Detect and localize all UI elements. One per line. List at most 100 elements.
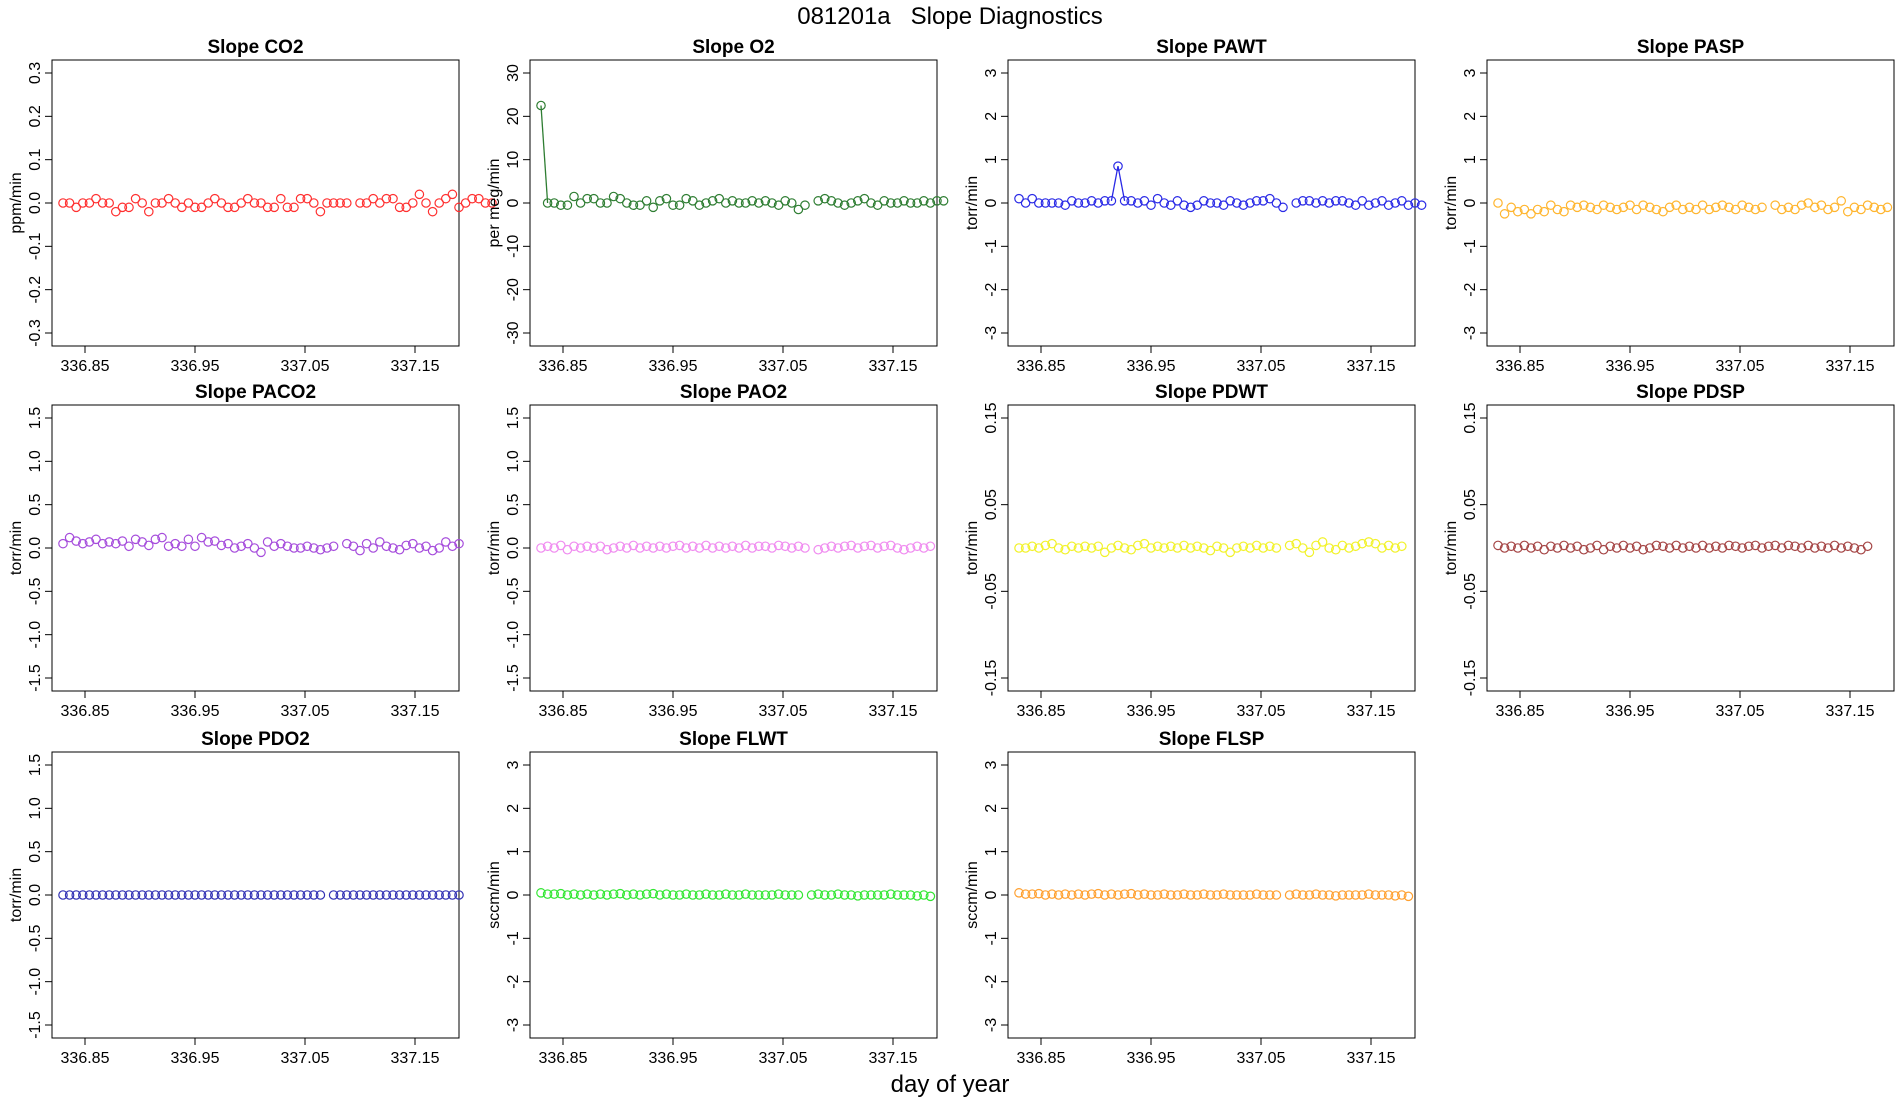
- data-point: [635, 200, 645, 210]
- data-point: [1284, 540, 1295, 551]
- y-tick-label: 0.5: [27, 493, 44, 515]
- data-point: [575, 543, 586, 553]
- data-point: [183, 534, 194, 545]
- data-point: [1238, 890, 1249, 900]
- data-point: [1119, 543, 1130, 553]
- y-tick-label: 3: [505, 760, 522, 769]
- data-point: [1730, 541, 1741, 552]
- data-point: [1645, 202, 1655, 213]
- data-point: [1513, 206, 1523, 217]
- data-point: [216, 198, 227, 208]
- y-tick-label: -0.5: [27, 577, 44, 605]
- y-tick-label: 1.0: [505, 450, 522, 472]
- x-axis-title: day of year: [890, 1071, 1010, 1098]
- data-point: [203, 198, 213, 208]
- data-point: [588, 543, 599, 553]
- data-point: [569, 541, 579, 552]
- y-tick-label: 10: [505, 151, 522, 169]
- y-tick-label: 0.05: [1462, 489, 1479, 520]
- data-point: [1397, 890, 1407, 900]
- x-tick-label: 336.85: [1017, 358, 1066, 375]
- y-tick-label: 1.5: [27, 754, 44, 776]
- data-point: [773, 200, 784, 210]
- data-point: [562, 890, 573, 900]
- data-point: [1304, 890, 1315, 900]
- panel-slope-pdsp: Slope PDSP 336.85 336.95 337.05 337.15 0.15 0.…: [1443, 382, 1895, 720]
- data-point: [1331, 196, 1341, 206]
- data-point: [1311, 889, 1321, 899]
- data-point: [460, 198, 471, 208]
- data-point: [1416, 200, 1427, 210]
- data-point: [190, 890, 200, 900]
- data-point: [1265, 193, 1275, 204]
- data-point: [1337, 196, 1348, 206]
- data-point: [1810, 543, 1820, 553]
- data-point: [1651, 204, 1662, 215]
- data-point: [1350, 890, 1361, 900]
- data-point: [1717, 200, 1728, 210]
- data-point: [1493, 198, 1503, 208]
- data-point: [714, 193, 724, 204]
- data-point: [177, 890, 187, 900]
- data-point: [1849, 202, 1860, 213]
- data-point: [427, 890, 438, 900]
- panel-slope-flsp: Slope FLSP 336.85 336.95 337.05 337.15 3 2 1 0 -1…: [964, 729, 1416, 1067]
- y-tick-label: 0.0: [27, 192, 44, 214]
- data-point: [1664, 202, 1675, 213]
- data-point: [322, 543, 332, 553]
- data-point: [1251, 889, 1262, 899]
- data-point: [401, 540, 411, 551]
- data-point: [1139, 538, 1150, 549]
- data-point: [1777, 204, 1787, 215]
- data-point: [203, 890, 213, 900]
- data-point: [1053, 543, 1064, 553]
- data-point: [714, 890, 724, 900]
- data-point: [1251, 196, 1262, 206]
- data-point: [1245, 890, 1255, 900]
- data-point: [1232, 543, 1242, 553]
- data-point: [434, 543, 444, 553]
- data-point: [1750, 204, 1761, 215]
- x-tick-label: 336.95: [1127, 703, 1176, 720]
- y-tick-label: -0.05: [983, 573, 1000, 610]
- data-point: [1403, 891, 1414, 902]
- data-point: [1829, 202, 1840, 213]
- data-point: [440, 890, 451, 900]
- data-point: [1704, 543, 1714, 553]
- data-point: [1119, 889, 1130, 899]
- data-point: [1304, 547, 1315, 558]
- data-point: [1724, 540, 1734, 551]
- y-tick-label: -1.5: [27, 1011, 44, 1039]
- data-point: [641, 541, 652, 552]
- data-point: [97, 890, 108, 900]
- x-tick-label: 337.05: [281, 358, 330, 375]
- data-point: [262, 537, 273, 547]
- data-point: [833, 543, 843, 553]
- x-tick-label: 336.85: [61, 358, 110, 375]
- y-tick-label: -1: [983, 931, 1000, 945]
- data-point: [269, 202, 279, 213]
- data-point: [912, 198, 922, 208]
- data-point: [654, 890, 665, 900]
- data-point: [289, 890, 299, 900]
- data-point: [1684, 541, 1695, 552]
- data-point: [555, 200, 566, 210]
- x-tick-label: 336.95: [1127, 358, 1176, 375]
- panel-title: Slope PDO2: [201, 729, 310, 750]
- data-point: [1843, 206, 1853, 217]
- data-point: [1245, 543, 1255, 553]
- data-point: [575, 890, 586, 900]
- data-point: [1552, 543, 1563, 553]
- data-point: [394, 544, 405, 555]
- data-point: [1770, 200, 1780, 210]
- data-point: [1020, 889, 1031, 899]
- data-point: [249, 890, 260, 900]
- data-point: [727, 890, 738, 900]
- data-point: [117, 536, 128, 546]
- data-point: [635, 890, 645, 900]
- data-point: [621, 543, 632, 553]
- data-point: [1126, 544, 1136, 555]
- data-point: [773, 889, 784, 899]
- data-point: [793, 890, 804, 900]
- data-point: [648, 888, 658, 899]
